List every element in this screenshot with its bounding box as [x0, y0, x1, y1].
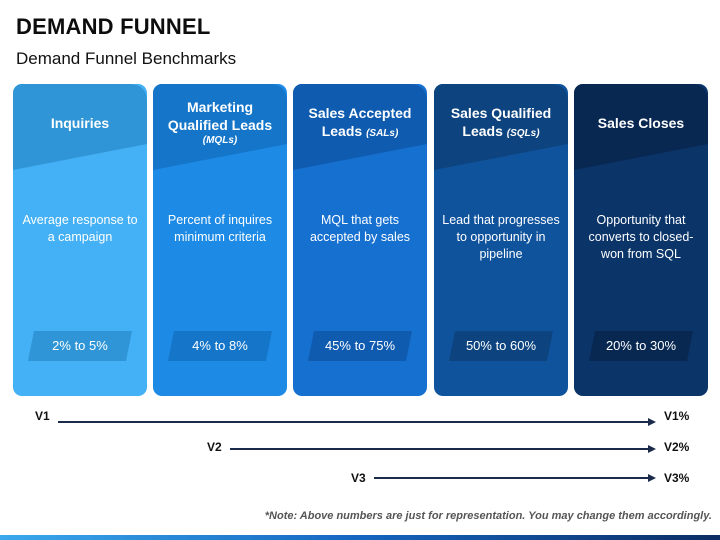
stage-title-text: Marketing Qualified Leads: [167, 99, 273, 133]
row-end-label: V1%: [664, 409, 690, 423]
arrow-line: [58, 421, 650, 423]
card-header-shape: [293, 84, 427, 396]
row-arrow: [58, 418, 656, 426]
stage-card-mqls: Marketing Qualified Leads (MQLs) Percent…: [153, 84, 287, 396]
stage-description: Opportunity that converts to closed-won …: [588, 213, 694, 261]
row-end-label: V2%: [664, 440, 690, 454]
stage-title-abbrev: (SALs): [366, 127, 399, 139]
benchmark-badge: 20% to 30%: [589, 331, 693, 361]
stage-title-abbrev: (SQLs): [506, 127, 540, 139]
stage-description: MQL that gets accepted by sales: [309, 213, 411, 244]
row-start-label: V2: [207, 440, 222, 454]
bottom-accent-bar: [0, 535, 720, 540]
page-title: DEMAND FUNNEL: [16, 14, 211, 39]
stage-title: Inquiries: [17, 84, 143, 162]
stage-card-sales-closes: Sales Closes Opportunity that converts t…: [574, 84, 708, 396]
card-header-shape: [574, 84, 708, 396]
stage-description: Percent of inquires minimum criteria: [167, 213, 273, 244]
stage-title-text: Sales Accepted Leads: [308, 104, 412, 139]
row-arrow: [374, 474, 656, 482]
stage-title-abbrev: (MQLs): [202, 135, 238, 146]
stage-title: Marketing Qualified Leads (MQLs): [157, 84, 283, 162]
page-subtitle: Demand Funnel Benchmarks: [16, 49, 237, 68]
arrowhead-icon: [648, 445, 656, 453]
stage-title-line: Sales Accepted Leads (SALs): [305, 104, 415, 143]
arrowhead-icon: [648, 418, 656, 426]
benchmark-value: 4% to 8%: [192, 338, 248, 353]
benchmark-badge: 4% to 8%: [168, 331, 272, 361]
card-header-shape: [434, 84, 568, 396]
stage-card-sqls: Sales Qualified Leads (SQLs) Lead that p…: [434, 84, 568, 396]
stage-title-text: Inquiries: [50, 115, 110, 131]
arrow-line: [230, 448, 650, 450]
row-end-label: V3%: [664, 471, 690, 485]
stage-description: Average response to a campaign: [22, 213, 138, 244]
stage-title: Sales Accepted Leads (SALs): [297, 84, 423, 162]
stage-title-text: Sales Qualified Leads: [450, 104, 552, 139]
arrow-line: [374, 477, 650, 479]
benchmark-badge: 50% to 60%: [449, 331, 553, 361]
stage-title: Sales Qualified Leads (SQLs): [438, 84, 564, 162]
arrowhead-icon: [648, 474, 656, 482]
benchmark-badge: 2% to 5%: [28, 331, 132, 361]
row-arrow: [230, 445, 656, 453]
footnote: *Note: Above numbers are just for repres…: [264, 510, 712, 522]
row-start-label: V3: [351, 471, 366, 485]
stage-card-inquiries: Inquiries Average response to a campaign…: [13, 84, 147, 396]
stage-title-text: Sales Closes: [597, 115, 685, 131]
stage-card-sals: Sales Accepted Leads (SALs) MQL that get…: [293, 84, 427, 396]
stage-title-line: Sales Qualified Leads (SQLs): [446, 104, 556, 143]
benchmark-value: 2% to 5%: [52, 338, 108, 353]
card-header-shape: [13, 84, 147, 396]
row-start-label: V1: [35, 409, 50, 423]
benchmark-value: 45% to 75%: [324, 338, 396, 353]
stage-description: Lead that progresses to opportunity in p…: [442, 213, 560, 261]
card-header-shape: [153, 84, 287, 396]
benchmark-value: 50% to 60%: [465, 338, 537, 353]
benchmark-value: 20% to 30%: [605, 338, 677, 353]
benchmark-badge: 45% to 75%: [308, 331, 412, 361]
stage-title: Sales Closes: [578, 84, 704, 162]
